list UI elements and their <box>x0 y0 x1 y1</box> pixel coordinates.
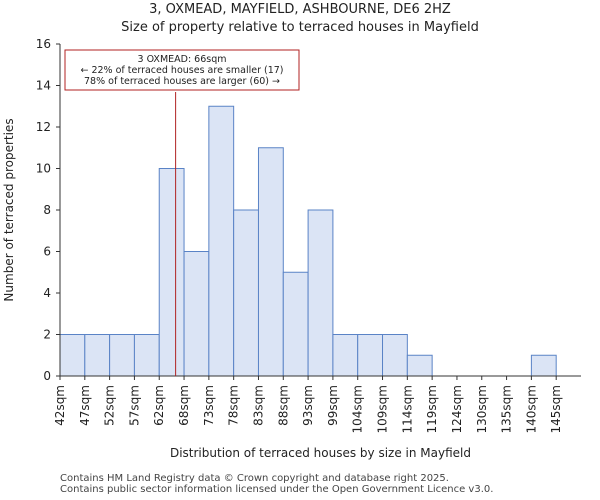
x-tick-label: 109sqm <box>376 385 390 433</box>
annotation-larger: 78% of terraced houses are larger (60) → <box>84 76 280 87</box>
chart-title-line2: Size of property relative to terraced ho… <box>121 20 479 35</box>
y-tick-label: 12 <box>36 120 51 134</box>
x-tick-label: 104sqm <box>351 385 365 433</box>
x-tick-label: 62sqm <box>152 385 166 426</box>
footer-line1: Contains HM Land Registry data © Crown c… <box>60 473 449 484</box>
x-tick-label: 68sqm <box>177 385 191 426</box>
x-tick-label: 88sqm <box>276 385 290 426</box>
y-tick-label: 14 <box>36 79 51 93</box>
y-tick-label: 10 <box>36 162 51 176</box>
y-tick-label: 6 <box>43 245 51 259</box>
x-tick-label: 83sqm <box>251 385 265 426</box>
y-tick-label: 2 <box>43 328 51 342</box>
histogram-bar <box>307 209 334 377</box>
histogram-bar <box>257 147 284 377</box>
x-tick-label: 135sqm <box>500 385 514 433</box>
x-tick-label: 42sqm <box>53 385 67 426</box>
y-tick-label: 0 <box>43 369 51 383</box>
x-tick-label: 119sqm <box>425 385 439 433</box>
x-tick-label: 73sqm <box>202 385 216 426</box>
x-tick-label: 145sqm <box>549 385 563 433</box>
x-tick-label: 140sqm <box>524 385 538 433</box>
chart-title-line1: 3, OXMEAD, MAYFIELD, ASHBOURNE, DE6 2HZ <box>149 2 451 17</box>
footer-line2: Contains public sector information licen… <box>60 484 494 495</box>
x-tick-label: 47sqm <box>78 385 92 426</box>
x-tick-label: 93sqm <box>301 385 315 426</box>
x-tick-label: 114sqm <box>400 385 414 433</box>
y-axis-title: Number of terraced properties <box>2 118 16 301</box>
x-tick-label: 124sqm <box>450 385 464 433</box>
histogram-bar <box>282 271 309 377</box>
histogram-bar <box>406 354 433 377</box>
histogram-bar <box>233 209 259 377</box>
histogram-bar <box>158 168 185 377</box>
y-tick-label: 16 <box>36 37 51 51</box>
histogram-bar <box>109 334 135 377</box>
histogram-bar <box>357 334 384 377</box>
annotation-title: 3 OXMEAD: 66sqm <box>138 54 227 65</box>
histogram-bar <box>59 334 86 377</box>
y-tick-label: 4 <box>43 286 51 300</box>
x-axis-title: Distribution of terraced houses by size … <box>170 446 471 460</box>
annotation-smaller: ← 22% of terraced houses are smaller (17… <box>80 65 283 76</box>
x-tick-label: 130sqm <box>475 385 489 433</box>
histogram-bar <box>208 105 235 377</box>
histogram-bar <box>382 334 408 377</box>
histogram-bar <box>133 334 160 377</box>
annotation-box <box>64 49 300 91</box>
y-tick-label: 8 <box>43 203 51 217</box>
histogram-bar <box>530 354 557 377</box>
histogram-bar <box>84 334 111 377</box>
x-tick-label: 57sqm <box>127 385 141 426</box>
x-tick-label: 52sqm <box>103 385 117 426</box>
x-tick-label: 99sqm <box>326 385 340 426</box>
x-tick-label: 78sqm <box>227 385 241 426</box>
histogram-bar <box>332 334 359 377</box>
histogram-bar <box>183 251 210 377</box>
